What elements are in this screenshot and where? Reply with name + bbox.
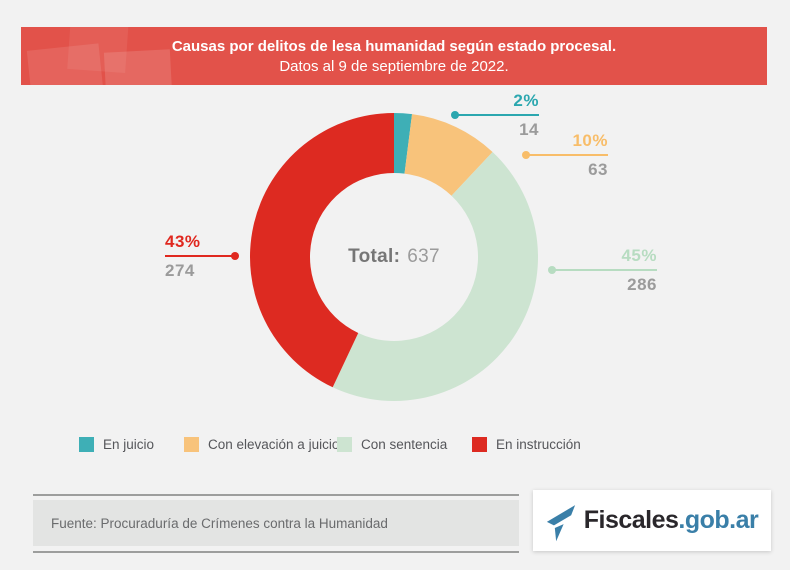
donut-slice-2[interactable] xyxy=(332,152,538,401)
legend-label: En instrucción xyxy=(496,437,581,452)
source-divider-bottom xyxy=(33,551,519,553)
callout-dot xyxy=(451,111,459,119)
donut-slice-3[interactable] xyxy=(250,113,394,388)
source-box: Fuente: Procuraduría de Crímenes contra … xyxy=(33,500,519,546)
callout-line xyxy=(451,111,539,119)
source-text: Fuente: Procuraduría de Crímenes contra … xyxy=(51,515,388,531)
legend-item-2[interactable]: Con sentencia xyxy=(337,437,447,452)
callout-dot xyxy=(548,266,556,274)
fiscales-flag-icon xyxy=(546,504,575,541)
legend-item-1[interactable]: Con elevación a juicio xyxy=(184,437,339,452)
legend-label: Con sentencia xyxy=(361,437,448,452)
callout-con-elevacion-a-juicio: 10% 63 xyxy=(522,131,608,180)
callout-value: 274 xyxy=(165,261,195,280)
logo-brand: Fiscales xyxy=(583,506,679,534)
header-banner: Causas por delitos de lesa humanidad seg… xyxy=(21,27,767,85)
callout-value: 286 xyxy=(627,275,657,294)
donut-chart xyxy=(244,107,544,407)
logo-text: Fiscales.gob.ar xyxy=(584,506,759,535)
legend-swatch xyxy=(472,437,487,452)
callout-dot xyxy=(231,252,239,260)
logo-domain: .gob.ar xyxy=(678,506,759,534)
chart-subtitle: Datos al 9 de septiembre de 2022. xyxy=(279,57,509,75)
legend-label: Con elevación a juicio xyxy=(208,437,340,452)
legend-item-0[interactable]: En juicio xyxy=(79,437,154,452)
callout-line xyxy=(522,151,608,159)
callout-con-sentencia: 45% 286 xyxy=(548,246,657,295)
donut-slice-0[interactable] xyxy=(394,113,413,174)
banner-decoration-square xyxy=(103,49,173,85)
source-divider-top xyxy=(33,494,519,496)
callout-percent: 10% xyxy=(572,131,608,150)
callout-value: 14 xyxy=(519,120,539,139)
fiscales-logo-link[interactable]: Fiscales.gob.ar xyxy=(533,490,771,551)
callout-percent: 2% xyxy=(513,91,539,110)
callout-dot xyxy=(522,151,530,159)
callout-en-instruccion: 43% 274 xyxy=(165,232,239,281)
donut-slice-1[interactable] xyxy=(404,114,493,196)
callout-line xyxy=(548,266,657,274)
legend-item-3[interactable]: En instrucción xyxy=(472,437,581,452)
chart-legend: En juicio Con elevación a juicio Con sente… xyxy=(0,437,790,453)
legend-swatch xyxy=(79,437,94,452)
callout-en-juicio: 2% 14 xyxy=(451,91,539,140)
callout-percent: 43% xyxy=(165,232,201,251)
callout-percent: 45% xyxy=(621,246,657,265)
callout-line xyxy=(165,252,239,260)
legend-swatch xyxy=(337,437,352,452)
chart-title: Causas por delitos de lesa humanidad seg… xyxy=(171,37,617,55)
legend-label: En juicio xyxy=(103,437,155,452)
callout-value: 63 xyxy=(588,160,608,179)
legend-swatch xyxy=(184,437,199,452)
donut-svg xyxy=(250,113,538,401)
